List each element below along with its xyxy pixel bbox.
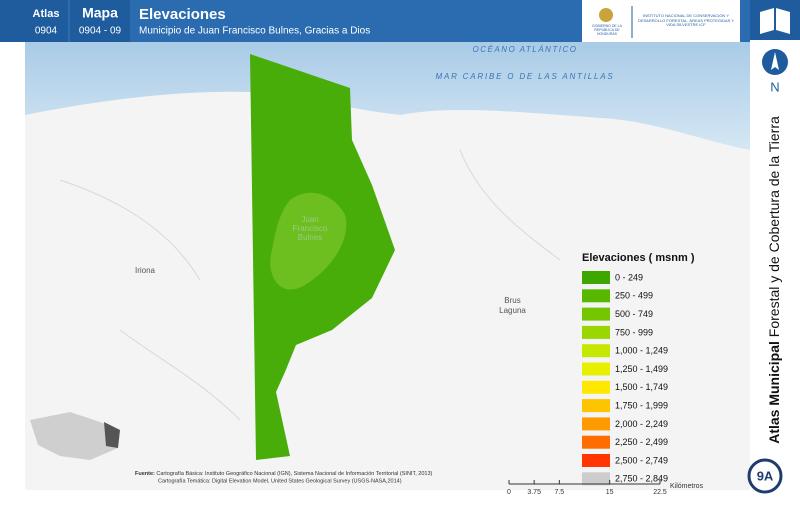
coat-of-arms: [599, 8, 613, 22]
legend-swatch: [582, 399, 610, 413]
north-label: N: [770, 79, 779, 94]
page-badge: [747, 458, 783, 494]
source-text: Cartografía Básica: Instituto Geográfico…: [156, 471, 432, 477]
government-text: GOBIERNO DE LA REPÚBLICA DE HONDURAS: [592, 24, 622, 36]
scale-tick-label: 0: [507, 489, 511, 496]
logo-text-box: INSTITUTO NACIONAL DE CONSERVACIÓN Y DES…: [636, 14, 736, 28]
legend-swatch: [582, 362, 610, 376]
source-line: Fuente: Cartografía Básica: Instituto Ge…: [135, 471, 433, 477]
town-label: Iriona: [135, 266, 156, 275]
scale-unit: Kilómetros: [670, 483, 704, 490]
map-label: Mapa: [82, 5, 118, 21]
scale-tick-label: 15: [606, 489, 614, 496]
map-code: 0904 - 09: [79, 26, 122, 37]
source-line: Cartografía Temática: Digital Elevation …: [158, 478, 402, 484]
sidebar-title: Atlas Municipal Forestal y de Cobertura …: [766, 116, 782, 444]
municipality-label-box: Juan Francisco Bulnes: [292, 215, 328, 242]
atlas-box: [0, 0, 68, 42]
scale-tick-label: 7.5: [554, 489, 564, 496]
sidebar-title-rest: Forestal y de Cobertura de la Tierra: [766, 116, 782, 337]
institute-name: INSTITUTO NACIONAL DE CONSERVACIÓN Y DES…: [637, 14, 735, 27]
legend-label: 1,750 - 1,999: [615, 400, 668, 410]
legend-label: 2,500 - 2,749: [615, 455, 668, 465]
highland-area: [270, 192, 347, 290]
legend-label: 1,500 - 1,749: [615, 382, 668, 392]
legend-swatch: [582, 307, 610, 321]
map-title: Elevaciones: [139, 6, 226, 23]
legend-swatch: [582, 380, 610, 394]
legend-swatch: [582, 472, 610, 486]
book-icon: [760, 8, 790, 34]
department-inset: [104, 422, 120, 448]
legend-swatch: [582, 271, 610, 284]
legend: 0 - 249 250 - 499 500 - 749 750 - 999 1,000 …: [582, 271, 668, 486]
atlas-label: Atlas: [33, 8, 60, 20]
river: [59, 149, 561, 421]
institute-text: INSTITUTO NACIONAL DE CONSERVACIÓN Y DES…: [636, 14, 736, 28]
ocean-label: OCÉANO ATLÁNTICO: [473, 45, 578, 54]
source-label: Fuente:: [135, 471, 155, 477]
north-arrow: [771, 52, 779, 70]
legend-label: 500 - 749: [615, 309, 653, 319]
legend-label: 1,250 - 1,499: [615, 364, 668, 374]
legend-label: 750 - 999: [615, 327, 653, 337]
legend-swatch: [582, 417, 610, 431]
legend-swatch: [582, 289, 610, 303]
legend-label: 2,750 - 2,849: [615, 474, 668, 484]
legend-label: 0 - 249: [615, 272, 643, 282]
legend-label: 250 - 499: [615, 291, 653, 301]
scale-tick-label: 22.5: [653, 489, 667, 496]
legend-swatch: [582, 325, 610, 339]
municipality-label: Juan Francisco Bulnes: [292, 215, 328, 242]
legend-swatch: [582, 454, 610, 467]
legend-label: 2,250 - 2,499: [615, 437, 668, 447]
sea-label: MAR CARIBE O DE LAS ANTILLAS: [435, 72, 614, 81]
atlas-code: 0904: [35, 26, 58, 37]
town-label: Brus Laguna: [499, 296, 526, 315]
legend-label: 1,000 - 1,249: [615, 346, 668, 356]
legend-title: Elevaciones ( msnm ): [582, 252, 695, 264]
map-box: [70, 0, 130, 42]
legend-swatch: [582, 435, 610, 449]
legend-label: 2,000 - 2,249: [615, 419, 668, 429]
country-inset: [30, 412, 120, 460]
sidebar-title-bold: Atlas Municipal: [766, 341, 782, 444]
book-icon-box: [750, 0, 800, 40]
map-subtitle: Municipio de Juan Francisco Bulnes, Grac…: [139, 26, 370, 37]
legend-swatch: [582, 344, 610, 358]
town-label-box: Brus Laguna: [499, 296, 526, 315]
scale-bar: 0 3.75 7.5 15 22.5: [507, 480, 667, 496]
page-number: 9A: [757, 468, 774, 483]
institute-short: ICF: [699, 22, 706, 27]
map-sea: [25, 42, 750, 150]
scale-tick-label: 3.75: [527, 489, 541, 496]
logo-text-box: GOBIERNO DE LA REPÚBLICA DE HONDURAS: [592, 24, 622, 36]
